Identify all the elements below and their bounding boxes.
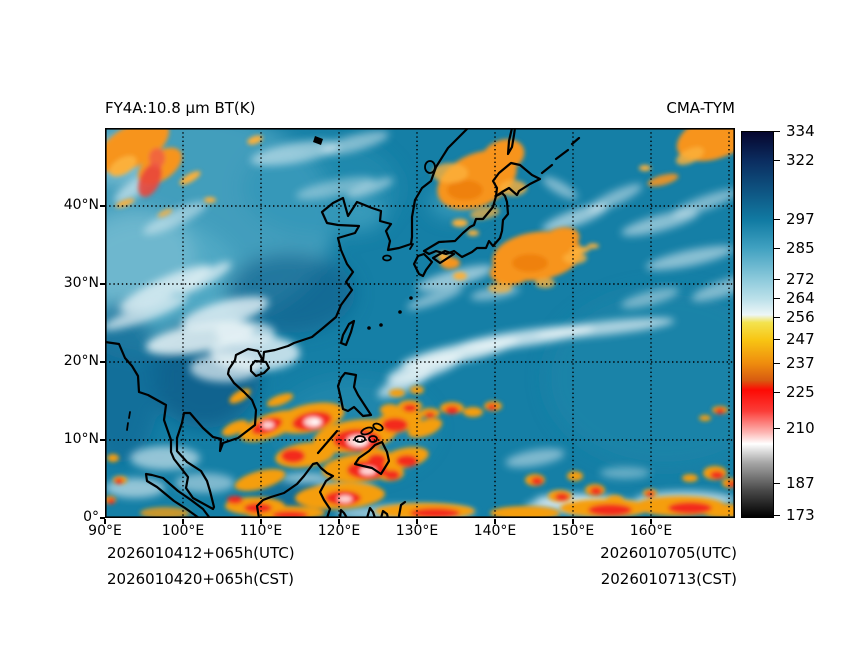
colorbar-tick-label: 237 bbox=[786, 354, 815, 372]
colorbar-tick-label: 264 bbox=[786, 289, 815, 307]
colorbar-tick-mark bbox=[774, 248, 780, 250]
x-tick-label: 110°E bbox=[239, 523, 283, 539]
y-tick-label: 30°N bbox=[63, 275, 99, 291]
colorbar-tick-mark bbox=[774, 363, 780, 365]
satellite-bt-map bbox=[105, 128, 735, 518]
map-frame bbox=[105, 128, 735, 518]
y-tick-mark bbox=[100, 283, 105, 285]
y-tick-mark bbox=[100, 517, 105, 519]
y-tick-label: 0° bbox=[83, 509, 99, 525]
x-tick-label: 140°E bbox=[473, 523, 517, 539]
colorbar bbox=[741, 131, 774, 518]
y-tick-mark bbox=[100, 205, 105, 207]
x-tick-label: 100°E bbox=[161, 523, 205, 539]
x-tick-label: 160°E bbox=[629, 523, 673, 539]
x-tick-label: 130°E bbox=[395, 523, 439, 539]
y-tick-mark bbox=[100, 361, 105, 363]
x-tick-mark bbox=[572, 519, 574, 524]
colorbar-tick-mark bbox=[774, 339, 780, 341]
init-time-utc: 2026010412+065h(UTC) bbox=[107, 544, 295, 562]
colorbar-tick-mark bbox=[774, 219, 780, 221]
x-tick-label: 90°E bbox=[88, 523, 122, 539]
plot-title: FY4A:10.8 μm BT(K) bbox=[105, 99, 256, 117]
valid-time-utc: 2026010705(UTC) bbox=[600, 544, 737, 562]
colorbar-tick-mark bbox=[774, 131, 780, 133]
y-tick-label: 20°N bbox=[63, 353, 99, 369]
init-time-cst: 2026010420+065h(CST) bbox=[107, 570, 295, 588]
x-tick-mark bbox=[182, 519, 184, 524]
valid-time-cst: 2026010713(CST) bbox=[600, 570, 737, 588]
colorbar-tick-mark bbox=[774, 279, 780, 281]
model-name-title: CMA-TYM bbox=[666, 99, 735, 117]
y-tick-mark bbox=[100, 439, 105, 441]
x-tick-label: 150°E bbox=[551, 523, 595, 539]
colorbar-tick-label: 225 bbox=[786, 383, 815, 401]
colorbar-tick-mark bbox=[774, 160, 780, 162]
colorbar-tick-mark bbox=[774, 428, 780, 430]
colorbar-tick-label: 173 bbox=[786, 506, 815, 524]
deep-convection-cells bbox=[105, 386, 735, 518]
colorbar-tick-label: 256 bbox=[786, 308, 815, 326]
colorbar-tick-label: 187 bbox=[786, 474, 815, 492]
colorbar-tick-mark bbox=[774, 317, 780, 319]
colorbar-tick-label: 297 bbox=[786, 210, 815, 228]
x-tick-mark bbox=[416, 519, 418, 524]
colorbar-tick-label: 285 bbox=[786, 239, 815, 257]
colorbar-tick-label: 334 bbox=[786, 122, 815, 140]
colorbar-tick-mark bbox=[774, 515, 780, 517]
colorbar-tick-mark bbox=[774, 483, 780, 485]
colorbar-tick-label: 210 bbox=[786, 419, 815, 437]
x-tick-mark bbox=[650, 519, 652, 524]
x-tick-mark bbox=[338, 519, 340, 524]
colorbar-tick-mark bbox=[774, 392, 780, 394]
colorbar-tick-mark bbox=[774, 298, 780, 300]
coastlines bbox=[105, 128, 581, 518]
x-tick-mark bbox=[260, 519, 262, 524]
x-tick-mark bbox=[494, 519, 496, 524]
x-tick-label: 120°E bbox=[317, 523, 361, 539]
y-tick-label: 10°N bbox=[63, 431, 99, 447]
x-tick-mark bbox=[104, 519, 106, 524]
colorbar-tick-label: 247 bbox=[786, 330, 815, 348]
y-tick-label: 40°N bbox=[63, 197, 99, 213]
colorbar-tick-label: 322 bbox=[786, 151, 815, 169]
small-islands-lakes bbox=[313, 136, 413, 330]
colorbar-tick-label: 272 bbox=[786, 270, 815, 288]
graticule-gridlines bbox=[105, 128, 735, 518]
